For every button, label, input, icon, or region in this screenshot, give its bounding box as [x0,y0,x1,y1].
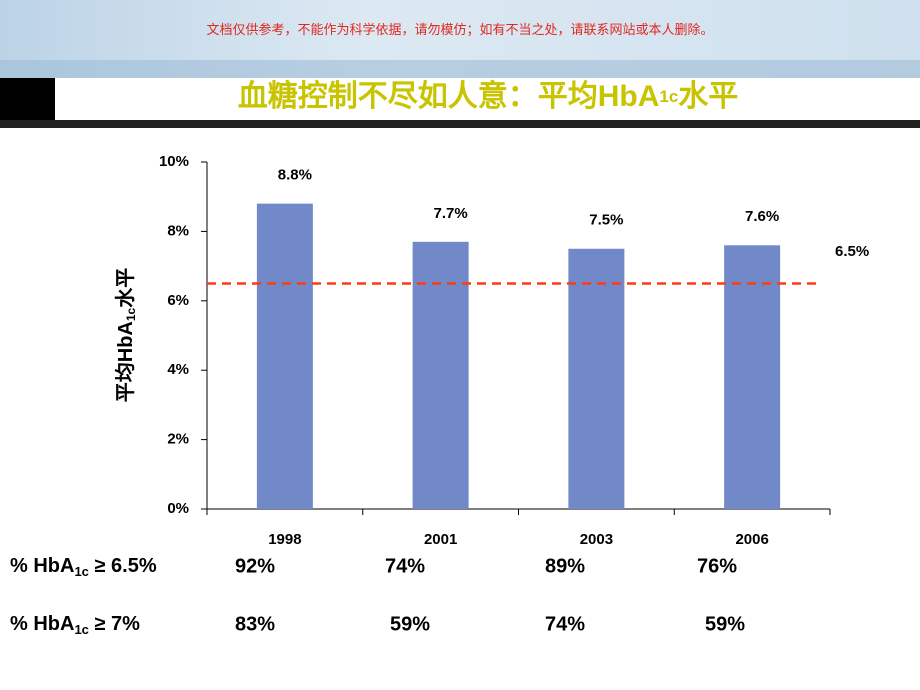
row-label-main: % HbA [10,613,74,635]
y-label-main: 平均HbA [113,321,137,402]
notice: 文档仅供参考，不能作为科学依据，请勿模仿；如有不当之处，请联系网站或本人删除。 [206,22,713,38]
row-label-end: ≥ 6.5% [89,555,157,577]
y-label-end: 水平 [114,268,137,308]
chart-title: 血糖控制不尽如人意：平均HbA1c水平 [238,79,739,113]
reference-label: 6.5% [835,243,869,260]
bar [412,241,469,509]
banner-strip [0,60,920,78]
y-tick-label: 8% [167,222,189,239]
value-label: 7.5% [589,212,623,229]
y-tick-label: 2% [167,431,189,448]
y-label-sub: 1c [124,307,138,321]
y-tick-label: 0% [167,500,189,517]
title-sub: 1c [659,87,678,106]
bar [724,245,781,509]
row-label-end: ≥ 7% [89,613,140,635]
title-main: 血糖控制不尽如人意：平均HbA [238,79,660,113]
title-block [0,78,55,120]
bar [256,203,313,509]
value-label: 7.7% [434,205,468,222]
title-rule [0,120,920,128]
row-label-sub: 1c [74,564,88,579]
y-axis-label: 平均HbA1c水平 [113,268,138,402]
row-cell: 74% [385,555,425,577]
row-label-main: % HbA [10,555,74,577]
y-tick-label: 6% [167,292,189,309]
x-tick-label: 2006 [735,531,768,548]
row-label-sub: 1c [74,622,88,637]
y-tick-label: 4% [167,361,189,378]
value-label: 8.8% [278,167,312,184]
row-cell: 59% [705,613,745,635]
row-label: % HbA1c ≥ 7% [10,613,140,637]
y-tick-label: 10% [159,153,189,170]
value-label: 7.6% [745,208,779,225]
row-cell: 74% [545,613,585,635]
title-end: 水平 [678,80,738,113]
row-cell: 92% [235,555,275,577]
x-tick-label: 2001 [424,531,457,548]
row-label: % HbA1c ≥ 6.5% [10,555,157,579]
row-cell: 83% [235,613,275,635]
x-tick-label: 1998 [268,531,301,548]
row-cell: 89% [545,555,585,577]
bar [568,248,625,509]
row-cell: 76% [697,555,737,577]
x-tick-label: 2003 [580,531,613,548]
row-cell: 59% [390,613,430,635]
